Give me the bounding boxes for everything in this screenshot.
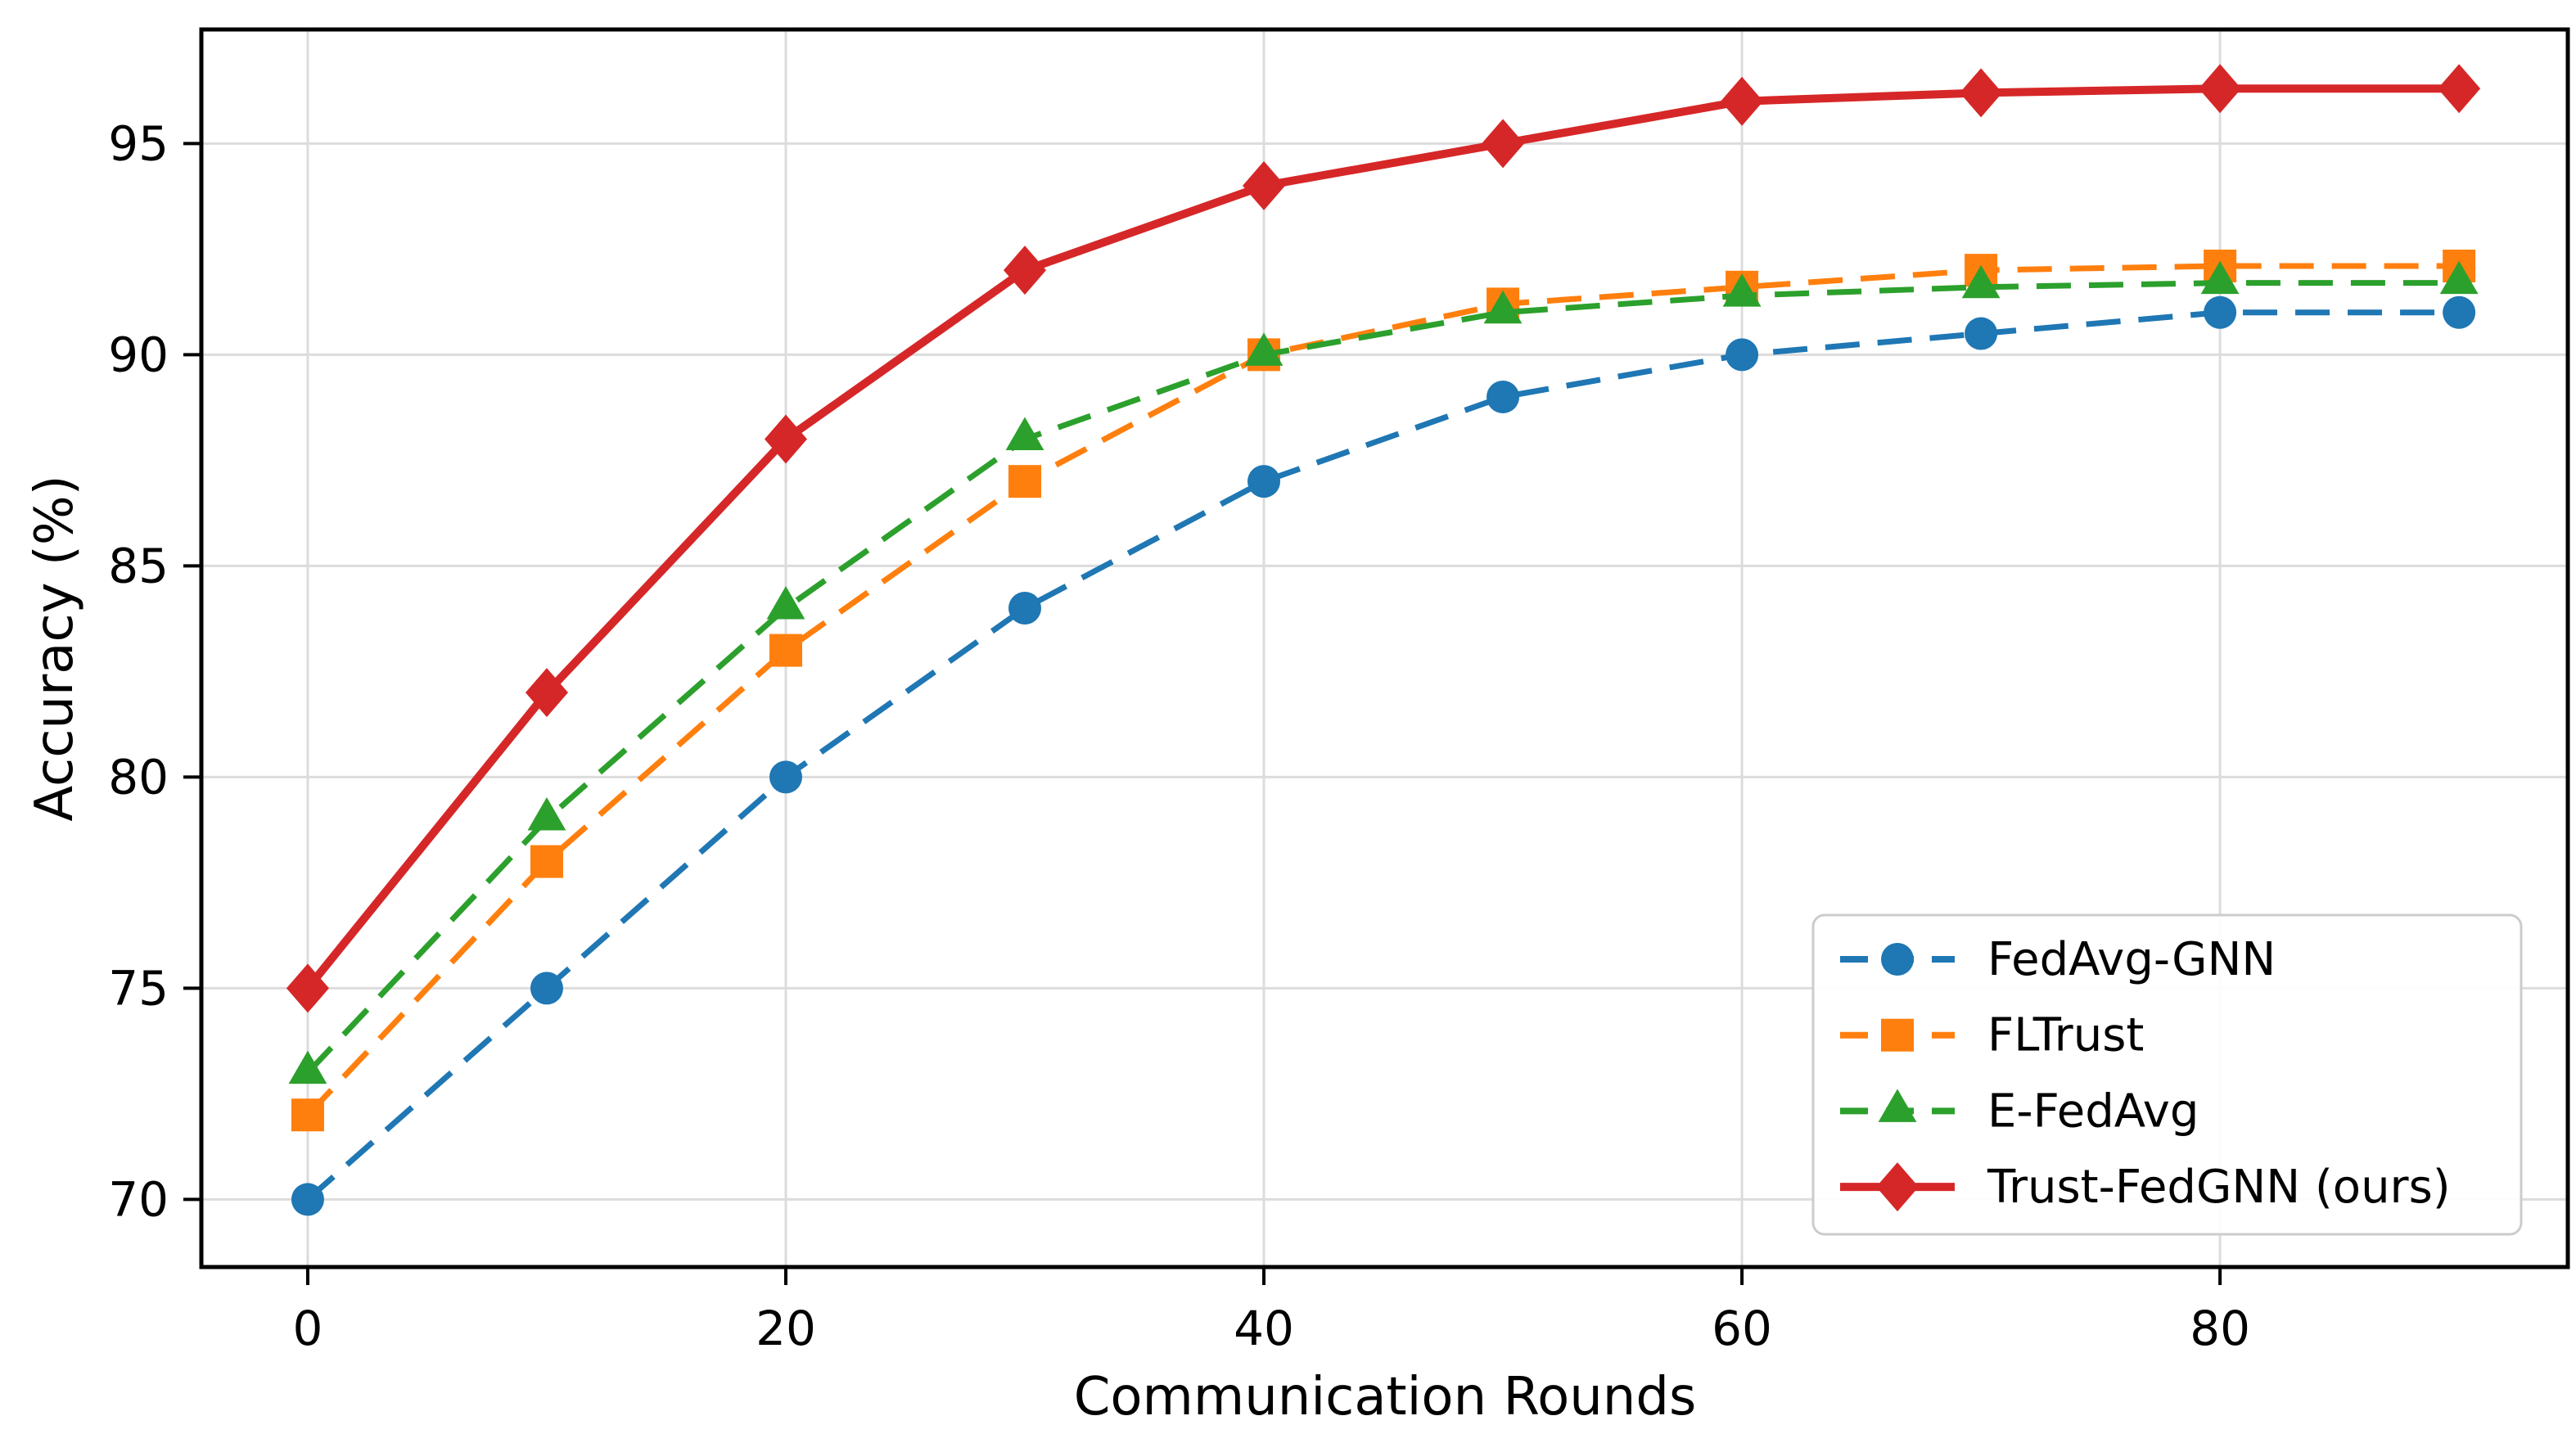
x-tick-label-60: 60 xyxy=(1712,1301,1772,1356)
trust-fedgnn-ours-diamond-marker xyxy=(1960,68,2003,118)
trust-fedgnn-ours-diamond-marker xyxy=(2199,64,2242,114)
legend-label-fedavg-gnn: FedAvg-GNN xyxy=(1987,933,2276,986)
trust-fedgnn-ours-diamond-marker xyxy=(286,963,329,1013)
trust-fedgnn-ours-diamond-marker xyxy=(1721,76,1764,126)
e-fedavg-triangle-marker xyxy=(1005,417,1044,451)
series-line-trust-fedgnn-ours xyxy=(305,84,2460,991)
legend-box xyxy=(1811,913,2523,1236)
trust-fedgnn-ours-diamond-marker xyxy=(525,668,568,718)
e-fedavg-triangle-marker xyxy=(288,1050,327,1085)
trust-fedgnn-ours-diamond-marker xyxy=(1243,160,1286,210)
plot-spines xyxy=(199,27,2570,1269)
fedavg-gnn-circle-marker xyxy=(769,760,802,794)
fedavg-gnn-circle-marker xyxy=(1008,591,1042,625)
fedavg-gnn-circle-marker xyxy=(1487,380,1520,413)
trust-fedgnn-ours-diamond-marker xyxy=(1482,119,1525,169)
trust-fedgnn-ours-diamond-marker xyxy=(2438,64,2481,114)
e-fedavg-triangle-marker xyxy=(1961,264,2001,299)
fedavg-gnn-circle-marker xyxy=(2443,295,2476,329)
legend: FedAvg-GNN FLTrust E-FedAvg Trust-FedGNN (o… xyxy=(1811,913,2523,1236)
tick-labels: 0 20 40 60 80 70 75 80 85 90 95 xyxy=(108,115,2250,1356)
fltrust-square-marker xyxy=(530,845,563,878)
fltrust-square-marker xyxy=(769,634,802,667)
fltrust-square-marker xyxy=(291,1098,324,1132)
fedavg-gnn-circle-marker xyxy=(2204,295,2237,329)
legend-triangle-marker-e-fedavg xyxy=(1878,1089,1917,1122)
fedavg-gnn-circle-marker xyxy=(1965,317,1998,350)
x-tick-label-20: 20 xyxy=(756,1301,816,1356)
legend-label-fltrust: FLTrust xyxy=(1987,1009,2144,1062)
series-e-fedavg xyxy=(288,260,2479,1085)
axes-and-spines xyxy=(183,27,2570,1285)
e-fedavg-triangle-marker xyxy=(766,585,805,620)
e-fedavg-triangle-marker xyxy=(527,796,566,831)
x-axis-label: Communication Rounds xyxy=(1074,1367,1697,1427)
legend-circle-marker-fedavg-gnn xyxy=(1881,943,1914,976)
y-tick-label-75: 75 xyxy=(108,960,169,1016)
legend-square-marker-fltrust xyxy=(1881,1018,1914,1052)
legend-diamond-marker-trust-fedgnn-ours xyxy=(1876,1162,1919,1212)
y-tick-label-95: 95 xyxy=(108,115,169,171)
e-fedavg-triangle-marker xyxy=(1483,290,1523,324)
e-fedavg-triangle-marker xyxy=(2439,260,2479,295)
y-tick-label-85: 85 xyxy=(108,538,169,593)
series-line-fedavg-gnn xyxy=(305,309,2460,1202)
e-fedavg-triangle-marker xyxy=(1244,332,1283,366)
y-tick-label-90: 90 xyxy=(108,327,169,382)
legend-label-trust-fedgnn-ours: Trust-FedGNN (ours) xyxy=(1987,1161,2451,1214)
fltrust-square-marker xyxy=(1008,465,1042,498)
fedavg-gnn-circle-marker xyxy=(1726,338,1759,372)
e-fedavg-triangle-marker xyxy=(1722,273,1762,307)
series-line-fltrust xyxy=(305,263,2460,1117)
trust-fedgnn-ours-diamond-marker xyxy=(1004,246,1047,295)
grid-lines xyxy=(201,29,2568,1267)
series-line-e-fedavg xyxy=(305,280,2460,1076)
series-fedavg-gnn xyxy=(291,295,2476,1216)
legend-label-e-fedavg: E-FedAvg xyxy=(1987,1085,2199,1138)
y-tick-label-80: 80 xyxy=(108,749,169,805)
fedavg-gnn-circle-marker xyxy=(1247,465,1281,498)
series-trust-fedgnn-ours xyxy=(286,64,2481,1013)
e-fedavg-triangle-marker xyxy=(2200,260,2240,295)
legend-item-trust-fedgnn-ours: Trust-FedGNN (ours) xyxy=(1840,1161,2451,1214)
data-series xyxy=(286,64,2481,1216)
legend-item-fltrust: FLTrust xyxy=(1840,1009,2144,1062)
trust-fedgnn-ours-diamond-marker xyxy=(764,414,807,464)
legend-item-e-fedavg: E-FedAvg xyxy=(1840,1085,2199,1138)
fedavg-gnn-circle-marker xyxy=(530,972,563,1005)
legend-item-fedavg-gnn: FedAvg-GNN xyxy=(1840,933,2276,986)
x-tick-label-80: 80 xyxy=(2190,1301,2250,1356)
x-tick-label-0: 0 xyxy=(292,1301,323,1356)
x-tick-label-40: 40 xyxy=(1234,1301,1294,1356)
fedavg-gnn-circle-marker xyxy=(291,1183,324,1216)
y-tick-label-70: 70 xyxy=(108,1171,169,1227)
y-axis-label: Accuracy (%) xyxy=(25,475,85,821)
